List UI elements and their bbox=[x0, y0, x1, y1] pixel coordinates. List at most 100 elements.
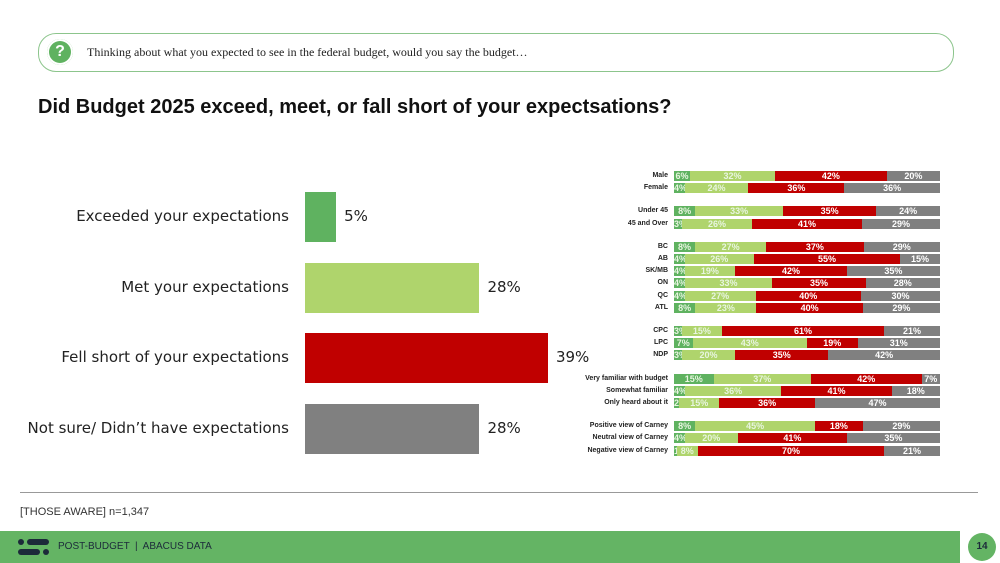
row-label: Female bbox=[643, 184, 668, 192]
bar bbox=[305, 404, 480, 454]
bar bbox=[305, 333, 548, 383]
row-label: NDP bbox=[653, 351, 668, 359]
data-label: 5% bbox=[344, 207, 368, 225]
stacked-row: AB 4%26%55%15% bbox=[560, 254, 940, 264]
segment-met: 33% bbox=[695, 206, 784, 217]
segment-fell-short: 35% bbox=[735, 350, 829, 361]
stacked-row: Positive view of Carney 8% 45% 18% 29% bbox=[560, 421, 940, 432]
segment-met: 26% bbox=[684, 254, 754, 264]
segment-exceeded: 4% bbox=[674, 290, 685, 301]
footer: POST-BUDGET | ABACUS DATA bbox=[0, 531, 960, 563]
segment-exceeded: 6% bbox=[674, 171, 690, 181]
segment-fell-short: 41% bbox=[737, 433, 847, 444]
segment-fell-short: 42% bbox=[775, 171, 887, 181]
segment-fell-short: 19% bbox=[807, 338, 858, 349]
row-label: CPC bbox=[653, 327, 668, 334]
segment-not-sure: 30% bbox=[860, 290, 940, 301]
segment-not-sure: 29% bbox=[863, 241, 940, 252]
segment-not-sure: 7% bbox=[921, 373, 940, 384]
segment-met: 20% bbox=[684, 433, 738, 444]
segment-not-sure: 21% bbox=[884, 445, 940, 456]
segment-fell-short: 42% bbox=[810, 373, 922, 384]
data-label: 28% bbox=[487, 419, 521, 437]
segment-fell-short: 70% bbox=[697, 445, 885, 456]
segment-fell-short: 41% bbox=[781, 385, 892, 396]
footer-text: POST-BUDGET | ABACUS DATA bbox=[58, 541, 212, 552]
stacked-row: CPC 3%15%61%21% bbox=[560, 326, 940, 336]
segment-not-sure: 15% bbox=[900, 254, 940, 264]
segment-exceeded: 8% bbox=[674, 206, 696, 217]
stacked-row: ATL 8% 23% 40% 29% bbox=[560, 302, 940, 313]
segment-exceeded: 4% bbox=[674, 266, 685, 277]
segment-not-sure: 24% bbox=[876, 206, 940, 217]
segment-fell-short: 35% bbox=[772, 278, 866, 289]
question-icon: ? bbox=[47, 39, 73, 65]
segment-not-sure: 42% bbox=[828, 350, 940, 361]
segment-not-sure: 47% bbox=[814, 398, 940, 408]
segment-not-sure: 29% bbox=[862, 421, 940, 432]
segment-met: 33% bbox=[684, 278, 773, 289]
segment-exceeded: 1% bbox=[674, 445, 677, 456]
segment-fell-short: 55% bbox=[753, 254, 901, 264]
row-label: Neutral view of Carney bbox=[592, 434, 668, 442]
segment-exceeded: 4% bbox=[674, 433, 685, 444]
segment-not-sure: 36% bbox=[844, 183, 940, 194]
stacked-row: BC 8% 27% 37% 29% bbox=[560, 241, 940, 252]
segment-exceeded: 8% bbox=[674, 241, 696, 252]
segment-exceeded: 3% bbox=[674, 326, 682, 336]
stacked-row: LPC 7% 43% 19% 31% bbox=[560, 338, 940, 349]
segment-exceeded: 8% bbox=[674, 421, 696, 432]
stacked-row: 45 and Over 3%26%41%29% bbox=[560, 218, 940, 229]
row-label: Negative view of Carney bbox=[587, 446, 668, 454]
segment-exceeded: 4% bbox=[674, 278, 685, 289]
segment-not-sure: 21% bbox=[884, 326, 940, 336]
segment-fell-short: 18% bbox=[814, 421, 863, 432]
segment-exceeded: 4% bbox=[674, 254, 685, 264]
stacked-row: Under 45 8% 33% 35% 24% bbox=[560, 206, 940, 217]
stacked-row: QC 4%27%40%30% bbox=[560, 290, 940, 301]
page-number: 14 bbox=[968, 533, 996, 561]
segment-not-sure: 29% bbox=[862, 218, 940, 229]
stacked-row: Neutral view of Carney 4%20%41%35% bbox=[560, 433, 940, 444]
segment-not-sure: 20% bbox=[886, 171, 940, 181]
stacked-row: Only heard about it 2%15%36%47% bbox=[560, 398, 940, 408]
segment-met: 45% bbox=[695, 421, 815, 432]
segment-not-sure: 29% bbox=[862, 302, 940, 313]
question-text: Thinking about what you expected to see … bbox=[87, 45, 528, 59]
segment-fell-short: 41% bbox=[751, 218, 863, 229]
sample-note: [THOSE AWARE] n=1,347 bbox=[20, 506, 150, 518]
chart-title: Did Budget 2025 exceed, meet, or fall sh… bbox=[38, 96, 672, 118]
stacked-row: Somewhat familiar 4%36%41%18% bbox=[560, 385, 940, 396]
category-label: Fell short of your expectations bbox=[61, 348, 289, 366]
segment-met: 24% bbox=[684, 183, 749, 194]
segment-met: 19% bbox=[684, 266, 736, 277]
segment-exceeded: 2% bbox=[674, 398, 680, 408]
segment-not-sure: 18% bbox=[891, 385, 940, 396]
row-label: Very familiar with budget bbox=[585, 374, 668, 382]
row-label: ON bbox=[657, 279, 669, 287]
question-box: ? Thinking about what you expected to se… bbox=[38, 33, 954, 72]
row-label: QC bbox=[657, 291, 669, 299]
row-label: Under 45 bbox=[638, 207, 668, 215]
segment-met: 8% bbox=[676, 445, 698, 456]
segment-not-sure: 35% bbox=[846, 266, 940, 277]
bar bbox=[305, 263, 480, 313]
stacked-row: Negative view of Carney 1%8%70%21% bbox=[560, 445, 940, 456]
segment-fell-short: 40% bbox=[755, 290, 861, 301]
segment-fell-short: 36% bbox=[748, 183, 845, 194]
segment-met: 20% bbox=[681, 350, 736, 361]
row-label: LPC bbox=[654, 339, 668, 347]
segment-exceeded: 15% bbox=[674, 373, 714, 384]
segment-not-sure: 28% bbox=[865, 278, 940, 289]
segment-exceeded: 4% bbox=[674, 183, 685, 194]
segment-fell-short: 36% bbox=[719, 398, 815, 408]
segment-met: 27% bbox=[684, 290, 756, 301]
row-label: BC bbox=[657, 242, 668, 250]
segment-met: 23% bbox=[695, 302, 757, 313]
segment-exceeded: 3% bbox=[674, 218, 683, 229]
segment-exceeded: 8% bbox=[674, 302, 696, 313]
segment-met: 15% bbox=[681, 326, 722, 336]
segment-fell-short: 40% bbox=[756, 302, 863, 313]
row-label: SK/MB bbox=[645, 267, 668, 275]
stacked-row: Very familiar with budget 15% 37% 42% 7% bbox=[560, 373, 940, 384]
